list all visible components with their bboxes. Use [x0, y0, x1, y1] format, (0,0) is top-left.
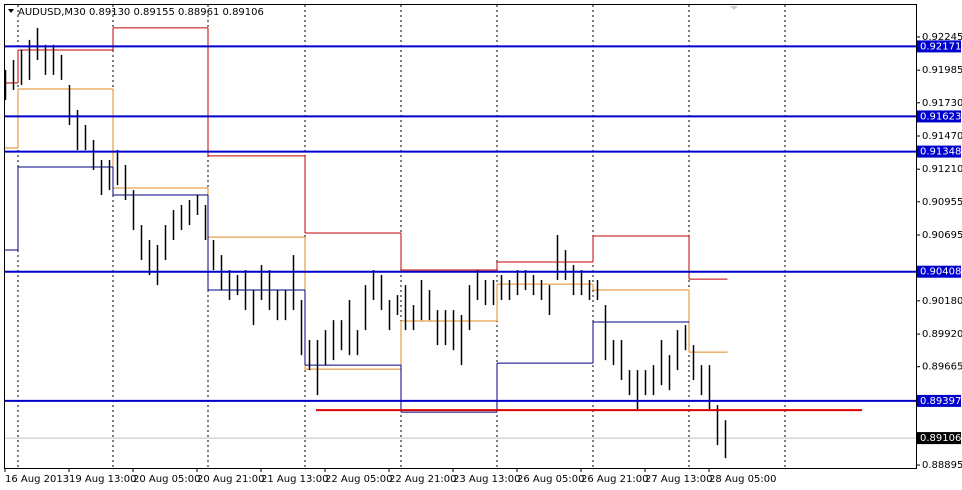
- x-tick-label: 20 Aug 21:00: [197, 474, 264, 485]
- y-tick-label: 0.91210: [922, 164, 962, 175]
- price-label-box: [917, 145, 961, 158]
- chart-title: AUDUSD,M30 0.89130 0.89155 0.88961 0.891…: [18, 7, 264, 18]
- menu-arrow[interactable]: [8, 9, 14, 13]
- y-tick-label: 0.89665: [922, 362, 962, 373]
- plot-frame: [4, 4, 917, 469]
- x-tick-label: 16 Aug 2013: [5, 474, 69, 485]
- y-tick-label: 0.90955: [922, 197, 962, 208]
- y-tick-label: 0.89920: [922, 329, 962, 340]
- x-tick-label: 26 Aug 05:00: [517, 474, 584, 485]
- x-tick-label: 28 Aug 05:00: [709, 474, 776, 485]
- x-tick-label: 23 Aug 13:00: [453, 474, 520, 485]
- price-label-box: [917, 394, 961, 407]
- x-tick-label: 20 Aug 05:00: [133, 474, 200, 485]
- x-tick-label: 22 Aug 05:00: [325, 474, 392, 485]
- shift-marker: [730, 6, 738, 10]
- current-price-box: [917, 432, 961, 445]
- price-label-box: [917, 110, 961, 123]
- price-label-box: [917, 265, 961, 278]
- y-tick-label: 0.90180: [922, 296, 962, 307]
- x-tick-label: 26 Aug 21:00: [581, 474, 648, 485]
- y-tick-label: 0.88895: [922, 460, 962, 471]
- current-price-label: 0.89106: [920, 433, 961, 444]
- price-label: 0.91348: [920, 147, 961, 158]
- x-tick-label: 19 Aug 13:00: [69, 474, 136, 485]
- x-tick-label: 22 Aug 21:00: [389, 474, 456, 485]
- price-label: 0.89397: [920, 396, 961, 407]
- x-tick-label: 21 Aug 13:00: [261, 474, 328, 485]
- x-tick-label: 27 Aug 13:00: [645, 474, 712, 485]
- y-tick-label: 0.92245: [922, 32, 962, 43]
- price-label: 0.90408: [920, 267, 961, 278]
- price-label: 0.91623: [920, 111, 961, 122]
- y-tick-label: 0.91985: [922, 65, 962, 76]
- y-tick-label: 0.91730: [922, 98, 962, 109]
- y-tick-label: 0.91470: [922, 131, 962, 142]
- price-label-box: [917, 40, 961, 53]
- price-label: 0.92171: [920, 41, 961, 52]
- y-tick-label: 0.90695: [922, 230, 962, 241]
